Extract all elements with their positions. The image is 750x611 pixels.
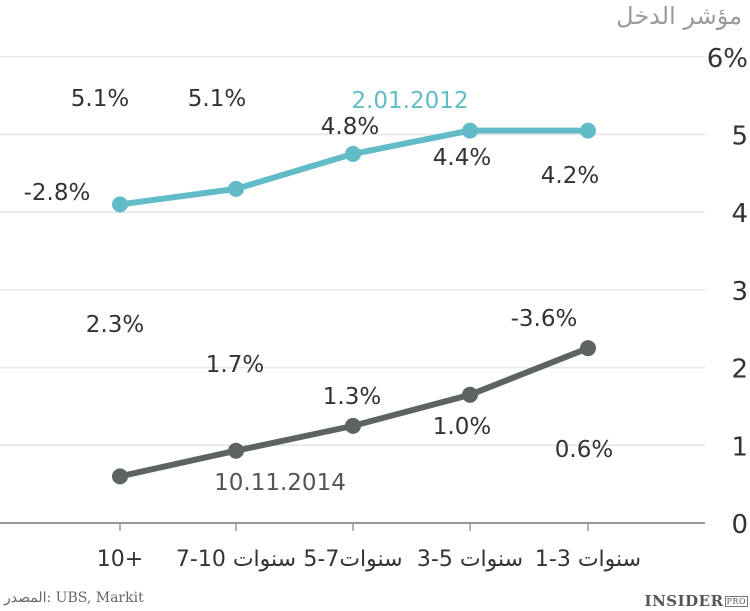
y-tick-label: 5	[731, 122, 748, 152]
chart-title: مؤشر الدخل	[616, 2, 742, 30]
data-label: 2.01.2012	[351, 88, 468, 114]
series-lines	[112, 122, 596, 485]
x-tick-label: 5-7سنوات	[303, 547, 402, 572]
data-point	[580, 122, 596, 139]
y-tick-label: 6%	[707, 44, 748, 74]
x-tick-label: 10+	[97, 547, 143, 572]
data-point	[228, 442, 244, 459]
x-axis: 10+ 7-10 سنوات 5-7سنوات 3-5 سنوات 1-3 سنوات	[0, 522, 705, 572]
data-label: -2.8%	[24, 180, 91, 206]
data-label: 1.7%	[206, 352, 264, 378]
gridlines	[0, 56, 705, 447]
data-label: 5.1%	[188, 86, 246, 112]
data-label: -3.6%	[511, 306, 578, 332]
data-point	[345, 417, 361, 434]
y-tick-label: 2	[731, 355, 748, 385]
data-label: 1.0%	[433, 414, 491, 440]
data-label: 2.3%	[86, 312, 144, 338]
data-point	[462, 122, 478, 139]
insider-pro-logo: INSIDER PRO	[645, 592, 748, 610]
data-point	[228, 180, 244, 197]
data-label: 4.4%	[433, 145, 491, 171]
data-point	[345, 145, 361, 162]
logo-suffix: PRO	[724, 596, 748, 607]
x-tick-label: 7-10 سنوات	[176, 547, 296, 572]
data-point	[112, 468, 128, 485]
logo-text: INSIDER	[644, 592, 724, 610]
source-note: المصدر: UBS, Markit	[4, 590, 144, 606]
data-label: 5.1%	[71, 86, 129, 112]
data-point	[580, 340, 596, 357]
data-label: 4.8%	[321, 114, 379, 140]
x-tick-label: 1-3 سنوات	[535, 547, 641, 572]
data-label: 1.3%	[323, 384, 381, 410]
y-tick-label: 4	[731, 199, 748, 229]
y-tick-label: 3	[731, 277, 748, 307]
series-line	[119, 127, 588, 208]
data-label: 10.11.2014	[214, 470, 346, 496]
y-tick-label: 1	[731, 432, 748, 462]
data-label: 4.2%	[541, 163, 599, 189]
x-tick-label: 3-5 سنوات	[417, 547, 523, 572]
y-axis-labels: 0 1 2 3 4 5 6%	[707, 44, 748, 540]
data-point	[112, 196, 128, 213]
data-label: 0.6%	[555, 437, 613, 463]
y-tick-label: 0	[731, 510, 748, 540]
data-point	[462, 386, 478, 403]
